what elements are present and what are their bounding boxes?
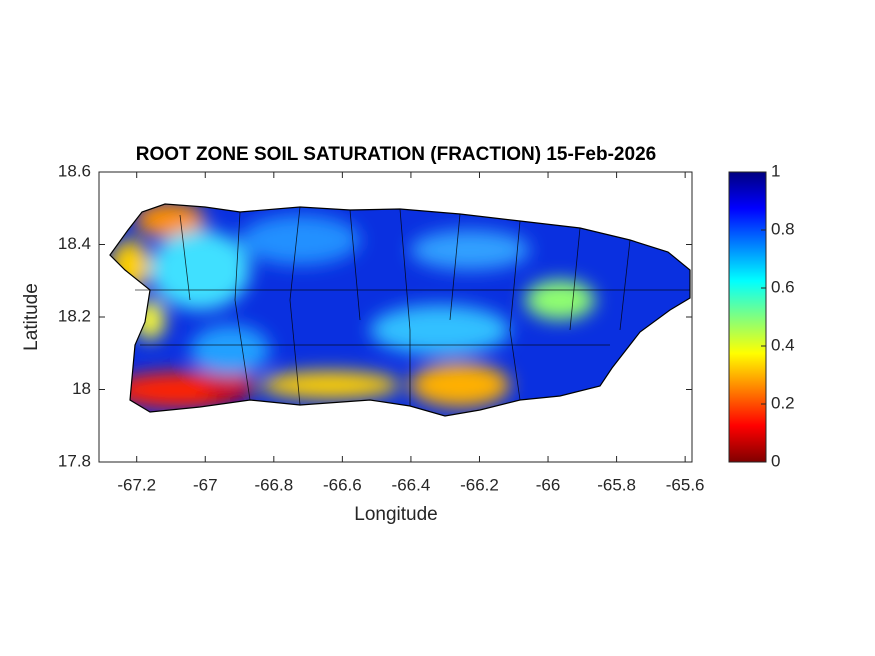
x-tick-label: -66.2 [460,475,499,494]
x-tick-label: -66 [536,475,561,494]
x-tick-label: -66.6 [323,475,362,494]
colorbar-tick-label: 0.6 [771,277,795,296]
y-tick-label: 18.2 [58,306,91,325]
x-tick-label: -67.2 [117,475,156,494]
x-tick-label: -65.8 [597,475,636,494]
y-tick-label: 18.4 [58,234,91,253]
colorbar-tick-label: 0.8 [771,219,795,238]
colorbar [728,171,767,463]
y-tick-label: 18 [72,379,91,398]
y-tick-label: 18.6 [58,161,91,180]
x-tick-label: -65.6 [666,475,705,494]
municipal-borders [135,206,690,406]
colorbar-tick-label: 1 [771,161,780,180]
x-axis-label: Longitude [354,504,437,525]
y-tick-label: 17.8 [58,451,91,470]
colorbar-tick-label: 0.2 [771,393,795,412]
colorbar-tick-label: 0.4 [771,335,795,354]
y-axis-label: Latitude [21,283,42,351]
colorbar-tick-label: 0 [771,451,780,470]
x-tick-label: -66.4 [392,475,431,494]
x-tick-label: -67 [193,475,218,494]
chart-title: ROOT ZONE SOIL SATURATION (FRACTION) 15-… [136,144,656,165]
coastline [109,203,691,417]
x-tick-label: -66.8 [254,475,293,494]
